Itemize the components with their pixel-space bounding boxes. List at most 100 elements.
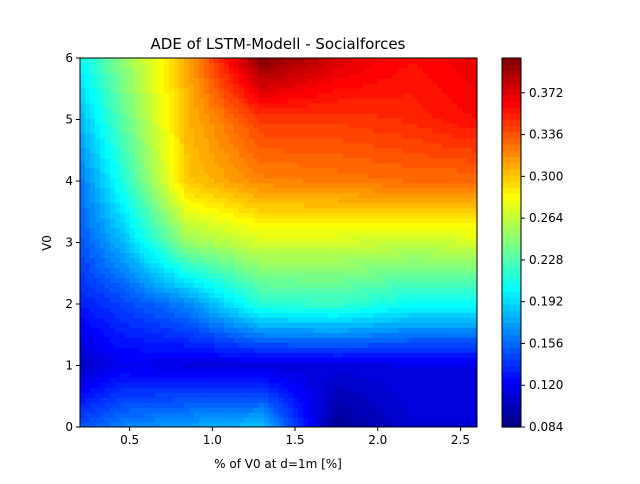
contour-cell: [377, 387, 384, 393]
contour-cell: [189, 272, 195, 279]
contour-cell: [144, 257, 151, 264]
contour-cell: [199, 162, 205, 169]
contour-cell: [323, 287, 329, 293]
contour-cell: [387, 117, 394, 124]
contour-cell: [382, 262, 389, 269]
contour-cell: [99, 392, 106, 398]
contour-cell: [397, 142, 404, 149]
contour-cell: [352, 327, 359, 333]
contour-cell: [164, 247, 170, 254]
contour-cell: [149, 417, 156, 423]
contour-cell: [347, 197, 354, 204]
contour-cell: [467, 412, 473, 418]
contour-cell: [124, 322, 131, 328]
contour-cell: [248, 162, 255, 169]
contour-cell: [402, 387, 409, 393]
contour-cell: [124, 357, 131, 363]
contour-cell: [402, 142, 409, 149]
contour-cell: [268, 367, 275, 373]
contour-cell: [109, 372, 116, 378]
contour-cell: [268, 207, 275, 214]
contour-cell: [89, 387, 96, 393]
contour-cell: [179, 317, 185, 323]
contour-cell: [124, 282, 131, 288]
contour-cell: [427, 117, 433, 124]
contour-cell: [457, 397, 463, 403]
contour-cell: [298, 312, 304, 318]
contour-cell: [154, 217, 160, 224]
contour-cell: [80, 412, 86, 418]
contour-cell: [313, 262, 319, 269]
contour-cell: [367, 172, 374, 179]
contour-cell: [472, 337, 477, 343]
contour-cell: [338, 337, 344, 343]
contour-cell: [298, 267, 304, 274]
contour-cell: [372, 222, 379, 229]
contour-cell: [467, 317, 473, 323]
contour-cell: [377, 187, 384, 194]
contour-cell: [273, 157, 280, 164]
contour-cell: [94, 372, 101, 378]
contour-cell: [288, 362, 294, 368]
contour-cell: [278, 122, 285, 129]
contour-cell: [427, 142, 433, 149]
contour-cell: [313, 317, 319, 323]
contour-cell: [199, 222, 205, 229]
contour-cell: [149, 387, 156, 393]
contour-cell: [223, 397, 230, 403]
contour-cell: [447, 277, 453, 283]
contour-cell: [109, 172, 116, 179]
contour-cell: [94, 297, 101, 303]
contour-cell: [362, 387, 369, 393]
contour-cell: [114, 122, 121, 129]
contour-cell: [209, 272, 215, 279]
contour-cell: [273, 282, 280, 288]
contour-cell: [283, 407, 290, 413]
contour-cell: [273, 202, 280, 209]
contour-cell: [184, 142, 190, 149]
contour-cell: [288, 152, 294, 159]
contour-cell: [298, 142, 304, 149]
contour-cell: [313, 322, 319, 328]
contour-cell: [258, 377, 265, 383]
contour-cell: [343, 137, 349, 144]
contour-cell: [253, 347, 260, 353]
contour-cell: [452, 362, 458, 368]
contour-cell: [273, 412, 280, 418]
contour-cell: [228, 387, 235, 393]
contour-cell: [169, 227, 175, 234]
contour-cell: [367, 382, 374, 388]
contour-cell: [104, 192, 111, 199]
contour-cell: [452, 357, 458, 363]
contour-cell: [392, 322, 399, 328]
contour-cell: [204, 242, 210, 249]
contour-cell: [134, 127, 141, 134]
contour-cell: [362, 307, 369, 313]
contour-cell: [149, 237, 156, 244]
contour-cell: [447, 142, 453, 149]
contour-cell: [194, 197, 200, 204]
contour-cell: [238, 192, 245, 199]
contour-cell: [233, 402, 240, 408]
contour-cell: [248, 182, 255, 189]
contour-cell: [94, 232, 101, 239]
contour-cell: [179, 412, 185, 418]
contour-cell: [199, 277, 205, 283]
contour-cell: [114, 152, 121, 159]
contour-cell: [164, 387, 170, 393]
contour-cell: [338, 407, 344, 413]
contour-cell: [457, 232, 463, 239]
contour-cell: [293, 302, 299, 308]
contour-cell: [338, 212, 344, 219]
contour-cell: [199, 192, 205, 199]
contour-cell: [258, 122, 265, 129]
contour-cell: [318, 192, 324, 199]
contour-cell: [427, 302, 433, 308]
contour-cell: [218, 222, 225, 229]
contour-cell: [189, 302, 195, 308]
contour-cell: [99, 212, 106, 219]
contour-cell: [104, 287, 111, 293]
contour-cell: [89, 392, 96, 398]
contour-cell: [318, 167, 324, 174]
contour-cell: [407, 237, 414, 244]
